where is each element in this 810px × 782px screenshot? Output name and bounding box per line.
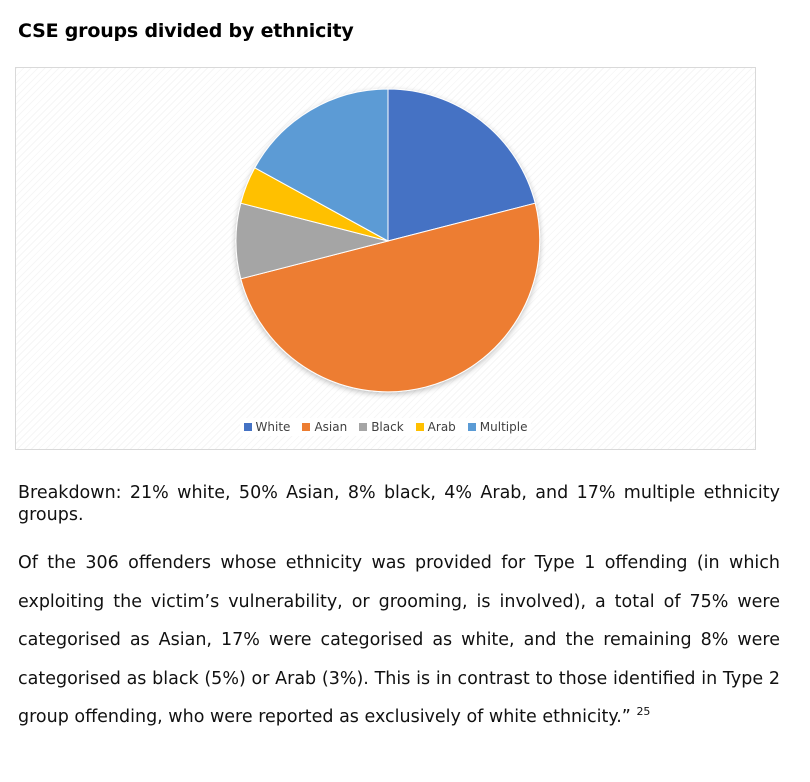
legend-items: White Asian Black Arab Multiple bbox=[239, 418, 532, 436]
chart-heading: CSE groups divided by ethnicity bbox=[18, 20, 354, 42]
breakdown-paragraph: Breakdown: 21% white, 50% Asian, 8% blac… bbox=[18, 483, 780, 525]
quote-paragraph: Of the 306 offenders whose ethnicity was… bbox=[18, 544, 780, 737]
legend-label: Multiple bbox=[479, 420, 528, 434]
quote-text: Of the 306 offenders whose ethnicity was… bbox=[18, 553, 780, 727]
legend-label: White bbox=[255, 420, 291, 434]
legend-swatch bbox=[415, 423, 424, 431]
pie-slice-asian bbox=[240, 202, 541, 393]
legend-swatch bbox=[243, 423, 252, 431]
legend-swatch bbox=[359, 423, 368, 431]
legend-swatch bbox=[302, 423, 311, 431]
legend-label: Black bbox=[371, 420, 404, 434]
pie-slice-multiple bbox=[254, 88, 389, 242]
pie-slices bbox=[235, 88, 541, 393]
pie-chart: White Asian Black Arab Multiple bbox=[15, 67, 756, 450]
legend-label: Arab bbox=[427, 420, 456, 434]
pie-chart-svg bbox=[235, 88, 541, 393]
legend-item-black: Black bbox=[359, 420, 404, 434]
legend-label: Asian bbox=[314, 420, 348, 434]
legend-item-white: White bbox=[243, 420, 291, 434]
legend-item-arab: Arab bbox=[415, 420, 456, 434]
footnote-reference: 25 bbox=[636, 705, 651, 719]
chart-legend: White Asian Black Arab Multiple bbox=[16, 418, 755, 436]
legend-swatch bbox=[467, 423, 476, 431]
legend-item-multiple: Multiple bbox=[467, 420, 528, 434]
legend-item-asian: Asian bbox=[302, 420, 347, 434]
pie-slice-white bbox=[387, 88, 536, 242]
